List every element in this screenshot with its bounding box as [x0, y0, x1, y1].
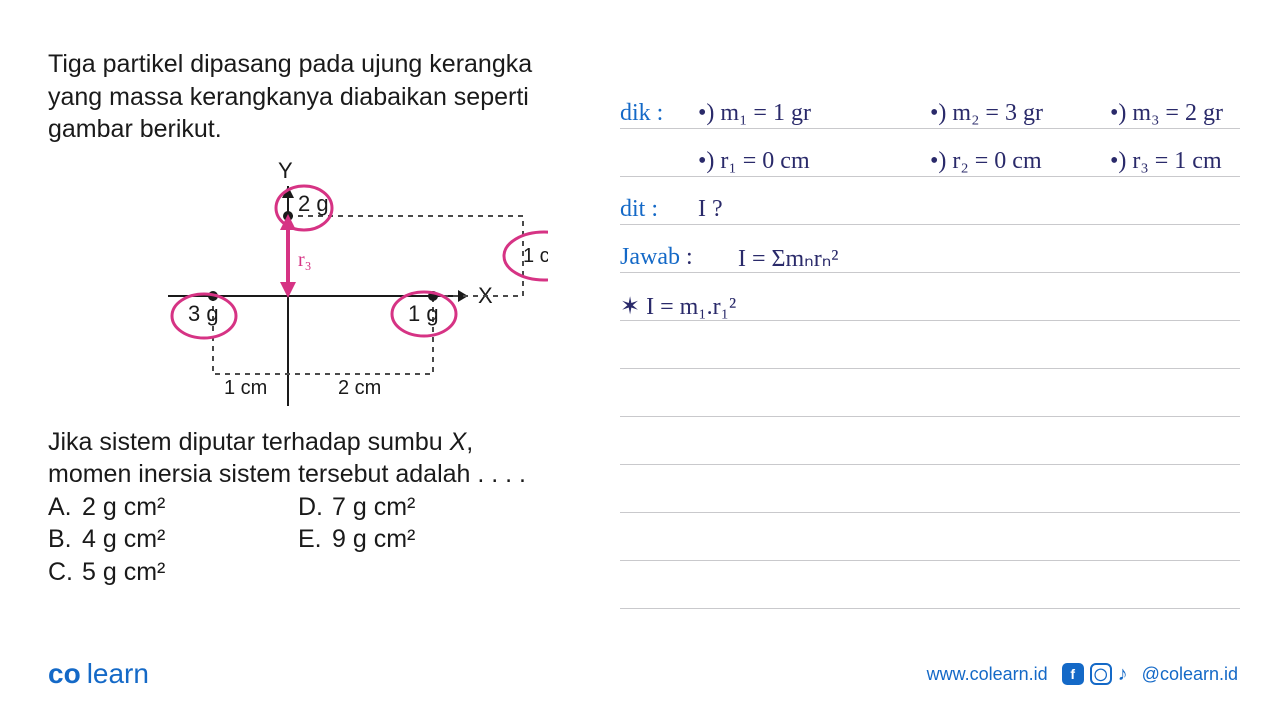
question-line1b: , [466, 428, 473, 456]
ruled-line [620, 608, 1240, 609]
ruled-line [620, 416, 1240, 417]
ruled-line [620, 224, 1240, 225]
handwritten-notes: dik : dit : Jawab : •) m₁ = 1 gr•) m₂ = … [620, 100, 1240, 620]
note-entry-4: •) r₂ = 0 cm [930, 148, 1042, 175]
problem-line1: Tiga partikel dipasang pada ujung kerang… [48, 48, 588, 81]
ruled-line [620, 368, 1240, 369]
note-entry-0: •) m₁ = 1 gr [698, 100, 811, 127]
ruled-line [620, 128, 1240, 129]
dik-label: dik [620, 100, 651, 126]
note-entry-7: I = Σmₙrₙ² [738, 244, 838, 273]
opt-e: 9 g cm² [332, 523, 415, 556]
mass-right-label: 1 g [408, 301, 439, 326]
opt-d: 7 g cm² [332, 491, 415, 524]
note-entry-1: •) m₂ = 3 gr [930, 100, 1043, 127]
r3-label: r₃ [298, 249, 312, 271]
opt-a: 2 g cm² [82, 491, 165, 524]
note-entry-5: •) r₃ = 1 cm [1110, 148, 1222, 175]
dit-label: dit [620, 196, 645, 222]
facebook-icon: f [1062, 663, 1084, 685]
brand-part-b: learn [87, 658, 149, 689]
ruled-line [620, 560, 1240, 561]
footer-site: www.colearn.id [927, 664, 1048, 685]
dim-bottom-left: 1 cm [224, 377, 267, 399]
question-line1a: Jika sistem diputar terhadap sumbu [48, 428, 450, 456]
question-line2: momen inersia sistem tersebut adalah . .… [48, 458, 588, 491]
opt-a-letter: A. [48, 491, 82, 524]
jawab-label: Jawab [620, 244, 680, 270]
footer-handle: @colearn.id [1142, 664, 1238, 685]
dim-right: 1 cm [523, 245, 548, 267]
opt-b: 4 g cm² [82, 523, 165, 556]
question-text: Jika sistem diputar terhadap sumbu X, mo… [48, 426, 588, 491]
brand-logo: colearn [48, 658, 149, 690]
ruled-line [620, 464, 1240, 465]
dim-bottom-right: 2 cm [338, 377, 381, 399]
problem-line2: yang massa kerangkanya diabaikan seperti [48, 81, 588, 114]
footer: colearn www.colearn.id f ◯ ♪ @colearn.id [48, 658, 1238, 690]
brand-part-a: co [48, 658, 81, 689]
opt-c-letter: C. [48, 556, 82, 589]
opt-b-letter: B. [48, 523, 82, 556]
answer-options: A.2 g cm² B.4 g cm² C.5 g cm² D.7 g cm² … [48, 491, 588, 589]
problem-text: Tiga partikel dipasang pada ujung kerang… [48, 48, 588, 146]
question-axis-x: X [450, 428, 467, 456]
note-entry-6: I ? [698, 196, 723, 223]
mass-top-label: 2 g [298, 191, 329, 216]
opt-e-letter: E. [298, 523, 332, 556]
physics-diagram: Y X 2 g 3 g 1 g 1 cm 1 cm 2 cm [128, 156, 548, 416]
ruled-line [620, 176, 1240, 177]
note-entry-3: •) r₁ = 0 cm [698, 148, 810, 175]
axis-y-label: Y [278, 158, 293, 183]
ruled-line [620, 272, 1240, 273]
tiktok-icon: ♪ [1118, 663, 1128, 686]
note-entry-2: •) m₃ = 2 gr [1110, 100, 1223, 127]
ruled-line [620, 512, 1240, 513]
problem-line3: gambar berikut. [48, 113, 588, 146]
instagram-icon: ◯ [1090, 663, 1112, 685]
mass-left-label: 3 g [188, 301, 219, 326]
opt-c: 5 g cm² [82, 556, 165, 589]
note-entry-8: ✶ I = m₁.r₁² [620, 292, 736, 321]
opt-d-letter: D. [298, 491, 332, 524]
